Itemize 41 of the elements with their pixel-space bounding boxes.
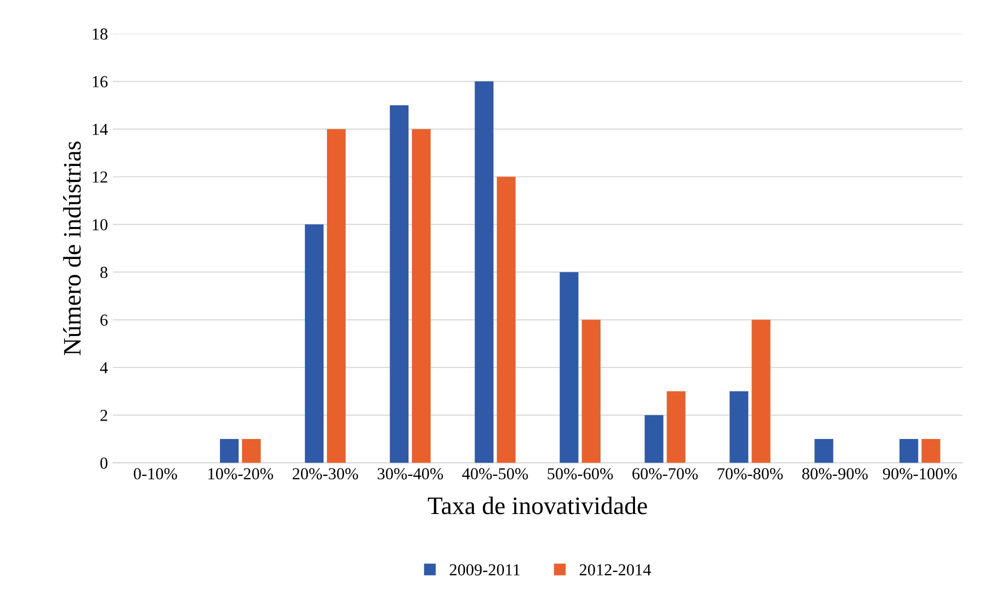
- y-tick-label: 2: [100, 410, 108, 421]
- y-tick-label: 6: [100, 314, 108, 326]
- bar: [582, 320, 601, 463]
- bar: [242, 438, 261, 463]
- y-tick-label: 4: [100, 362, 108, 374]
- x-tick-label: 0-10%: [134, 468, 178, 480]
- x-tick-label: 10%-20%: [208, 468, 274, 480]
- x-tick-label: 30%-40%: [378, 468, 443, 480]
- bar: [220, 438, 239, 463]
- x-tick-label: 20%-30%: [292, 468, 358, 480]
- x-axis-title: Taxa de inovatividade: [428, 496, 647, 514]
- bar: [412, 129, 431, 463]
- bar: [814, 438, 834, 463]
- y-tick-label: 16: [92, 76, 108, 88]
- bar: [560, 272, 578, 463]
- y-tick-label: 8: [100, 266, 108, 278]
- y-tick-label: 18: [92, 28, 108, 40]
- bar: [666, 391, 686, 463]
- bar: [496, 176, 516, 463]
- x-tick-label: 90%-100%: [882, 468, 957, 480]
- bar: [326, 129, 346, 463]
- legend-label: 2012-2014: [580, 564, 651, 576]
- y-axis-title: Número de indústrias: [63, 142, 81, 356]
- y-tick-label: 10: [92, 219, 108, 230]
- x-tick-label: 50%-60%: [548, 468, 613, 480]
- bar: [730, 391, 748, 463]
- bar: [390, 105, 409, 463]
- bar: [644, 415, 664, 463]
- y-tick-label: 12: [92, 171, 108, 183]
- x-tick-label: 40%-50%: [462, 468, 528, 480]
- x-tick-label: 80%-90%: [802, 468, 868, 480]
- x-tick-label: 60%-70%: [632, 468, 698, 480]
- y-tick-label: 14: [92, 124, 108, 135]
- bar: [900, 438, 918, 463]
- bar: [474, 81, 494, 463]
- legend-label: 2009-2011: [450, 564, 520, 576]
- y-tick-label: 0: [100, 458, 108, 469]
- bar: [752, 320, 770, 463]
- x-tick-label: 70%-80%: [718, 468, 783, 480]
- bar: [304, 224, 324, 463]
- bar: [922, 438, 940, 463]
